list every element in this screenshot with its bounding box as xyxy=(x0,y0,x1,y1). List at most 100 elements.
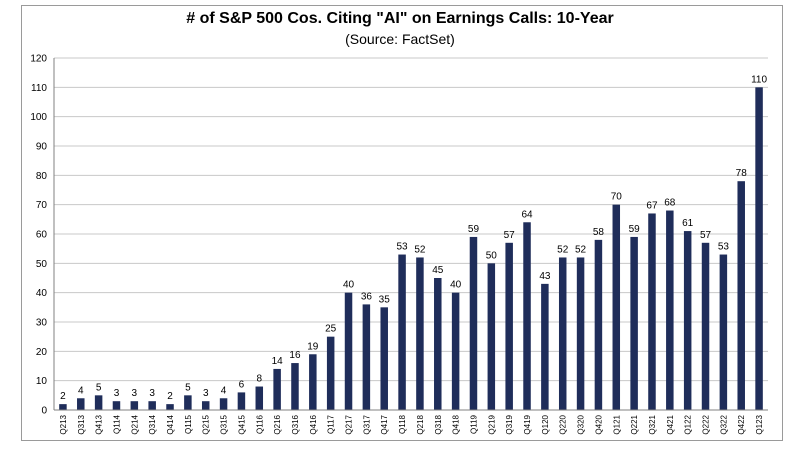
bar xyxy=(755,87,763,410)
bar xyxy=(505,242,513,410)
bar xyxy=(77,398,85,410)
x-tick-label: Q117 xyxy=(327,414,336,434)
data-label: 3 xyxy=(132,388,138,399)
y-tick-label: 10 xyxy=(36,376,48,387)
bar xyxy=(219,398,228,410)
x-tick-label: Q314 xyxy=(148,414,157,434)
data-label: 70 xyxy=(611,192,623,203)
bar xyxy=(255,386,264,410)
y-tick-label: 30 xyxy=(36,318,48,329)
data-label: 58 xyxy=(593,227,605,238)
bar xyxy=(451,292,460,410)
data-label: 52 xyxy=(575,244,587,255)
x-tick-label: Q221 xyxy=(630,414,639,434)
data-label: 52 xyxy=(414,244,426,255)
x-tick-label: Q119 xyxy=(469,414,478,434)
x-tick-label: Q417 xyxy=(380,414,389,434)
y-tick-label: 60 xyxy=(36,230,48,241)
x-tick-label: Q120 xyxy=(541,414,550,434)
x-tick-label: Q219 xyxy=(487,414,496,434)
x-tick-label: Q320 xyxy=(577,414,586,434)
bar xyxy=(701,242,710,410)
data-label: 4 xyxy=(221,385,227,396)
x-tick-label: Q416 xyxy=(309,414,318,434)
data-label: 52 xyxy=(557,244,569,255)
bar xyxy=(380,307,388,410)
x-tick-label: Q222 xyxy=(702,414,711,434)
y-tick-label: 50 xyxy=(36,259,48,270)
data-label: 68 xyxy=(664,198,676,209)
x-tick-label: Q213 xyxy=(59,414,68,434)
data-label: 6 xyxy=(239,379,245,390)
data-label: 50 xyxy=(486,250,498,261)
data-label: 3 xyxy=(149,388,155,399)
data-label: 2 xyxy=(60,391,66,402)
bar xyxy=(737,181,745,410)
bar xyxy=(201,401,210,410)
bar xyxy=(541,283,549,410)
x-tick-label: Q318 xyxy=(434,414,443,434)
bar xyxy=(326,336,335,410)
gridlines xyxy=(54,57,768,382)
y-tick-label: 120 xyxy=(30,54,47,65)
bar xyxy=(719,254,728,410)
x-tick-label: Q317 xyxy=(362,414,371,434)
chart-subtitle: (Source: FactSet) xyxy=(345,31,455,47)
bar xyxy=(666,210,674,410)
data-label: 59 xyxy=(629,224,641,235)
bar xyxy=(630,236,638,410)
x-tick-label: Q422 xyxy=(737,414,746,434)
data-label: 5 xyxy=(185,382,191,393)
bar xyxy=(184,395,192,410)
x-tick-label: Q315 xyxy=(220,414,229,434)
y-tick-label: 100 xyxy=(30,112,47,123)
bar xyxy=(612,204,621,410)
bar xyxy=(398,254,406,410)
bar xyxy=(683,231,692,410)
x-tick-label: Q215 xyxy=(202,414,211,434)
y-tick-label: 110 xyxy=(31,83,47,94)
data-label: 40 xyxy=(343,280,355,291)
x-tick-label: Q217 xyxy=(345,414,354,434)
data-label: 25 xyxy=(325,324,337,335)
x-tick-label: Q421 xyxy=(666,414,675,434)
x-tick-label: Q218 xyxy=(416,414,425,434)
x-tick-label: Q115 xyxy=(184,414,193,434)
data-label: 4 xyxy=(78,385,84,396)
x-tick-label: Q123 xyxy=(755,414,764,434)
bar xyxy=(594,239,603,410)
x-tick-label: Q420 xyxy=(594,414,603,434)
data-label: 19 xyxy=(307,341,319,352)
bar xyxy=(558,257,567,410)
bar xyxy=(487,263,496,410)
bar xyxy=(59,404,67,410)
bar xyxy=(523,222,531,410)
bar xyxy=(576,257,585,410)
data-label: 110 xyxy=(751,74,767,85)
x-tick-label: Q118 xyxy=(398,414,407,434)
bar xyxy=(469,236,478,410)
data-label: 3 xyxy=(114,388,120,399)
data-label: 43 xyxy=(539,271,551,282)
x-tick-label: Q321 xyxy=(648,414,657,434)
bar xyxy=(416,257,424,410)
bar xyxy=(237,392,246,410)
bar xyxy=(344,292,353,410)
x-tick-label: Q313 xyxy=(77,414,86,434)
data-label: 64 xyxy=(521,209,533,220)
x-tick-label: Q121 xyxy=(612,414,621,434)
x-tick-label: Q413 xyxy=(95,414,104,434)
bar xyxy=(309,354,317,410)
x-tick-label: Q418 xyxy=(452,414,461,434)
data-label: 53 xyxy=(718,242,730,253)
bar xyxy=(112,401,121,410)
data-label: 78 xyxy=(736,168,748,179)
bar xyxy=(166,404,174,410)
y-tick-label: 20 xyxy=(36,347,48,358)
chart-title: # of S&P 500 Cos. Citing "AI" on Earning… xyxy=(186,10,614,27)
x-tick-label: Q114 xyxy=(112,414,121,434)
bars xyxy=(59,87,763,410)
data-label: 16 xyxy=(289,350,301,361)
y-tick-label: 40 xyxy=(36,288,48,299)
